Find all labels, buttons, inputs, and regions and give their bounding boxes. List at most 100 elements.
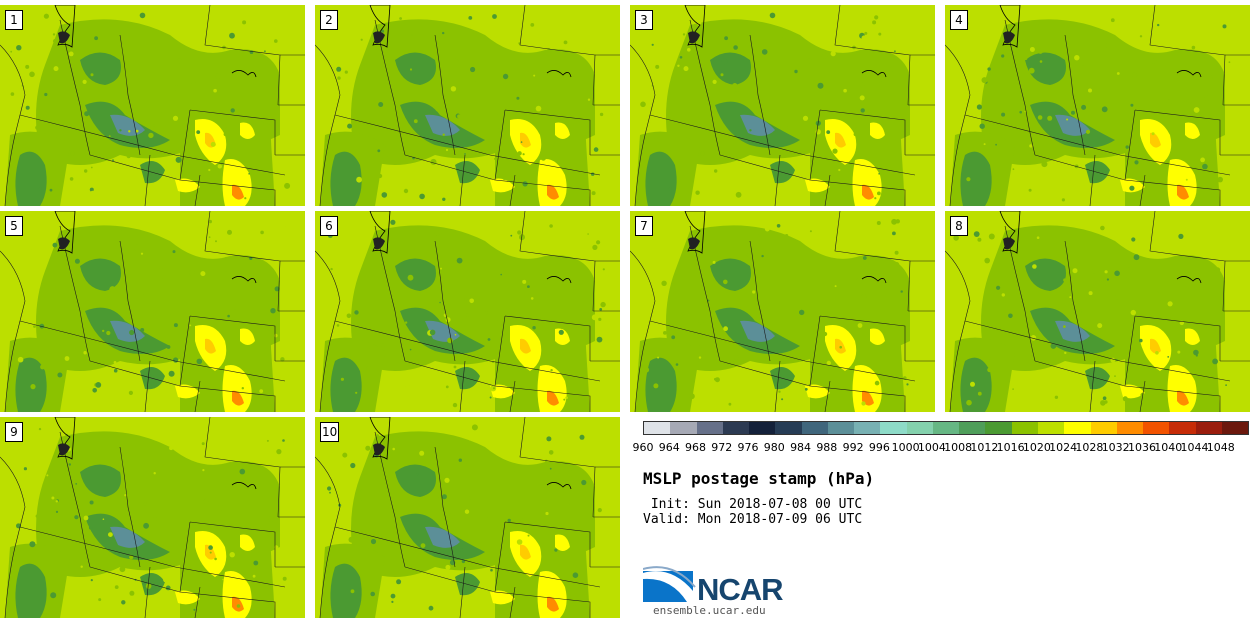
colorbar-tick-label: 1036 [1127, 441, 1156, 454]
pressure-speckle [458, 318, 463, 323]
panel-label: 4 [950, 10, 968, 30]
lake-shoreline [546, 276, 572, 284]
lake-shoreline [231, 276, 257, 284]
pressure-speckle [563, 40, 568, 45]
pressure-speckle [225, 270, 227, 273]
boundary-line [315, 250, 341, 412]
pressure-speckle [776, 224, 781, 228]
pressure-speckle [120, 278, 125, 283]
pressure-speckle [773, 310, 777, 314]
pressure-speckle [548, 450, 554, 455]
boundary-line [119, 34, 141, 156]
map-1 [0, 5, 305, 206]
pressure-speckle [1063, 325, 1066, 328]
pressure-speckle [195, 155, 199, 160]
puget-sound-islands [373, 443, 385, 456]
pressure-speckle [106, 330, 111, 336]
boundary-line [819, 109, 906, 155]
pressure-speckle [1063, 278, 1067, 282]
pressure-speckle [355, 391, 358, 394]
colorbar-tick-label: 1000 [891, 441, 920, 454]
pressure-speckle [592, 244, 598, 250]
pressure-speckle [409, 68, 413, 71]
pressure-region-low [330, 357, 362, 412]
pressure-speckle [196, 130, 201, 134]
pressure-speckle [837, 178, 843, 184]
pressure-speckle [409, 348, 412, 351]
pressure-speckle [457, 114, 462, 119]
pressure-region-high [1167, 159, 1197, 206]
pressure-speckle [695, 190, 700, 195]
pressure-speckle [456, 257, 463, 264]
boundary-line [434, 446, 456, 568]
pressure-speckle [215, 73, 222, 79]
pressure-speckle [50, 592, 57, 599]
pressure-speckle [469, 298, 474, 304]
pressure-speckle [765, 255, 769, 258]
pressure-speckle [1125, 145, 1129, 149]
pressure-speckle [90, 579, 93, 582]
pressure-speckle [356, 176, 362, 183]
pressure-speckle [1131, 237, 1136, 242]
puget-sound-islands [1003, 237, 1015, 250]
boundary-line [1124, 315, 1221, 412]
pressure-speckle [546, 436, 552, 442]
lake-shoreline [546, 482, 572, 490]
boundary-line [774, 360, 781, 412]
pressure-region-high [1167, 365, 1197, 412]
pressure-speckle [70, 151, 75, 156]
pressure-speckle [459, 548, 464, 552]
pressure-speckle [872, 322, 879, 328]
pressure-speckle [391, 600, 394, 603]
pressure-speckle [1214, 267, 1221, 273]
pressure-speckle [826, 130, 831, 134]
pressure-speckle [723, 279, 728, 285]
pressure-speckle [1157, 289, 1162, 294]
pressure-speckle [1009, 74, 1013, 77]
pressure-speckle [661, 280, 667, 286]
pressure-region-lower [1055, 114, 1090, 136]
chart-title: MSLP postage stamp (hPa) [643, 469, 875, 488]
boundary-line [459, 566, 466, 618]
pressure-region-high [852, 159, 882, 206]
pressure-speckle [93, 529, 98, 534]
pressure-speckle [1225, 384, 1227, 386]
pressure-region-high [537, 571, 567, 618]
pressure-speckle [167, 313, 171, 316]
colorbar-tick-label: 996 [868, 441, 890, 454]
pressure-region-highest [862, 390, 874, 406]
colorbar-tick-label: 1012 [970, 441, 999, 454]
pressure-speckle [859, 82, 865, 88]
pressure-speckle [241, 387, 244, 390]
pressure-speckle [145, 583, 152, 589]
boundary-line [189, 521, 276, 567]
pressure-region-low [15, 151, 47, 206]
pressure-speckle [527, 534, 530, 537]
boundary-line [689, 225, 721, 362]
pressure-speckle [761, 49, 768, 55]
map-2 [315, 5, 620, 206]
boundary-line [59, 19, 91, 156]
pressure-speckle [169, 446, 174, 451]
lake-shoreline [861, 70, 887, 78]
pressure-speckle [746, 252, 753, 259]
pressure-speckle [260, 398, 263, 402]
pressure-speckle [264, 50, 266, 53]
pressure-speckle [89, 500, 94, 505]
pressure-speckle [567, 500, 572, 505]
pressure-speckle [280, 144, 285, 149]
boundary-line [404, 154, 496, 181]
pressure-speckle [976, 104, 982, 110]
pressure-speckle [248, 173, 250, 175]
pressure-speckle [1132, 72, 1138, 78]
pressure-speckle [347, 123, 353, 129]
colorbar-tick-label: 976 [737, 441, 759, 454]
pressure-speckle [1207, 74, 1213, 80]
pressure-speckle [94, 36, 98, 41]
colorbar-tick-label: 964 [658, 441, 680, 454]
pressure-region-high [1185, 328, 1200, 345]
boundary-line [774, 154, 781, 206]
pressure-speckle [274, 39, 278, 43]
pressure-speckle [68, 51, 74, 57]
pressure-speckle [1115, 294, 1121, 300]
